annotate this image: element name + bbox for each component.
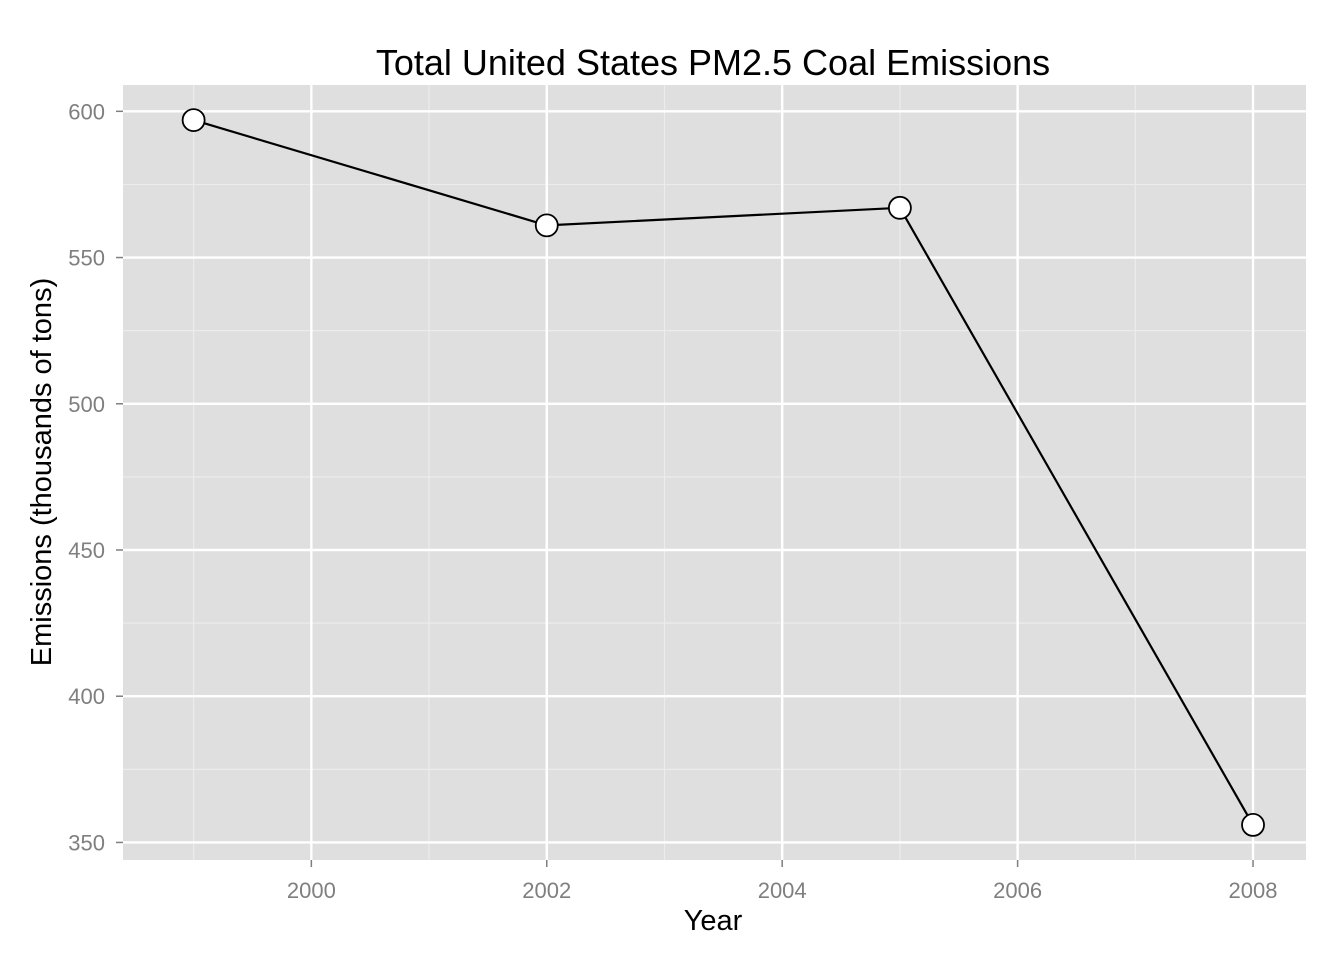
tick-labels: 2000 2002 2004 2006 2008 350 400 450 500 550 600 [68,99,1277,903]
x-tick-label: 2000 [287,878,336,903]
data-points [181,108,1265,837]
data-point [534,213,559,238]
minor-gridlines [123,85,1306,860]
y-tick-label: 350 [68,830,105,855]
y-axis-title: Emissions (thousands of tons) [26,278,58,666]
x-tick-label: 2004 [758,878,807,903]
data-point [181,108,206,132]
data-point [1241,813,1265,837]
series-line [193,119,1254,826]
y-tick-label: 400 [68,684,105,709]
x-tick-label: 2002 [522,878,571,903]
y-tick-label: 550 [68,246,105,271]
chart-title: Total United States PM2.5 Coal Emissions [376,42,1050,83]
x-tick-label: 2008 [1229,878,1278,903]
x-tick-label: 2006 [993,878,1042,903]
y-tick-label: 500 [68,392,105,417]
axis-ticks [116,110,1254,867]
x-axis-title: Year [684,905,743,937]
data-point [887,195,912,220]
y-tick-label: 600 [68,99,105,124]
plot-panel [123,85,1306,860]
y-tick-label: 450 [68,538,105,563]
